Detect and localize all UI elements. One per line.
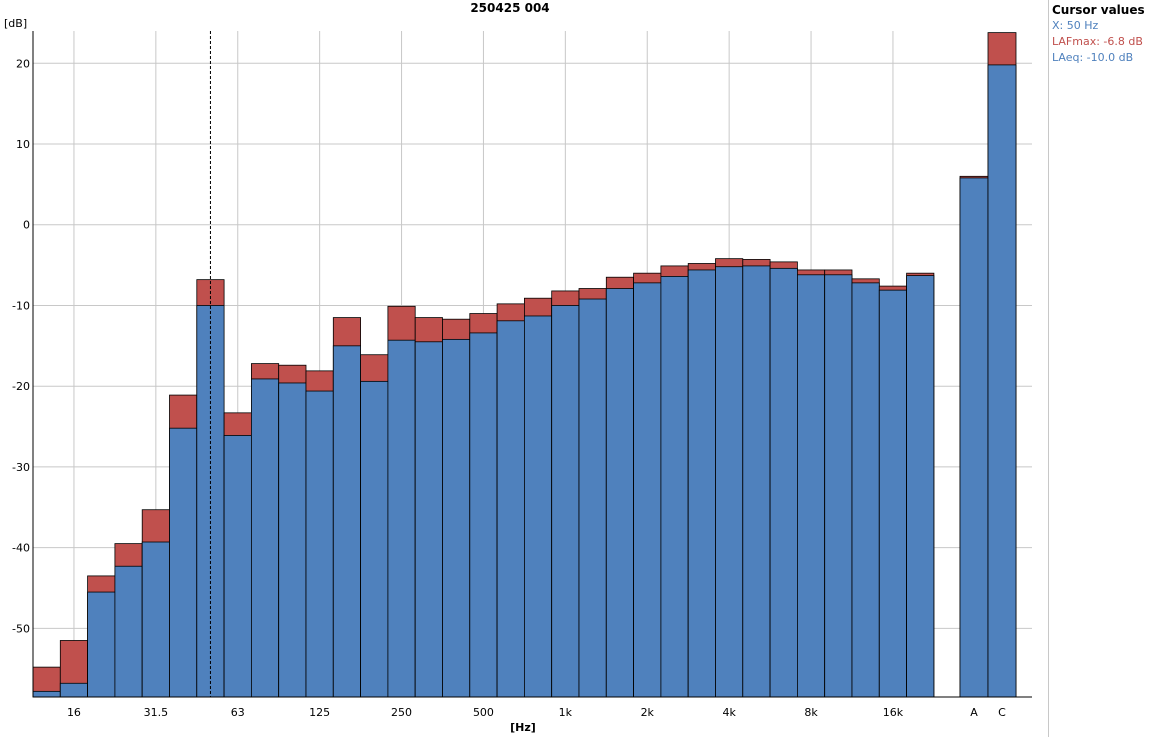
band-laeq-bar[interactable] [114, 565, 143, 698]
x-tick-label: 31.5 [144, 706, 169, 719]
band-laeq-bar[interactable] [278, 382, 307, 698]
band-laeq-bar[interactable] [906, 275, 935, 698]
cursor-laeq-value: LAeq: -10.0 dB [1052, 51, 1134, 64]
spectrum-chart-svg[interactable]: 20 10 0 -10 -20 -30 -40 -50 16 31.5 63 125 250 500 1k 2… [0, 0, 1048, 737]
band-laeq-bar[interactable] [633, 282, 662, 698]
band-laeq-bar[interactable] [660, 276, 689, 698]
x-tick-label: 16k [883, 706, 904, 719]
x-tick-label: 16 [67, 706, 81, 719]
x-tick-label: 500 [473, 706, 494, 719]
band-laeq-bar[interactable] [742, 265, 771, 698]
x-tick-label: 4k [722, 706, 736, 719]
band-laeq-bar[interactable] [878, 289, 907, 698]
band-laeq-bar[interactable] [469, 332, 498, 698]
band-laeq-bar[interactable] [360, 380, 389, 698]
band-laeq-bar[interactable] [496, 320, 525, 698]
band-laeq-bar[interactable] [250, 378, 280, 698]
summary-tick-label: A [970, 706, 978, 719]
band-laeq-bar[interactable] [687, 269, 716, 698]
x-tick-label: 8k [804, 706, 818, 719]
x-tick-label: 2k [641, 706, 655, 719]
band-laeq-bar[interactable] [605, 288, 634, 698]
y-tick-label: -20 [12, 380, 30, 393]
cursor-values-title: Cursor values [1052, 3, 1145, 17]
band-laeq-bar[interactable] [824, 274, 853, 698]
spectrum-chart[interactable]: 20 10 0 -10 -20 -30 -40 -50 16 31.5 63 125 250 500 1k 2… [0, 0, 1048, 737]
band-laeq-bar[interactable] [715, 266, 744, 698]
band-laeq-bar[interactable] [769, 267, 798, 698]
y-axis-label: [dB] [4, 17, 27, 30]
y-tick-label: -30 [12, 461, 30, 474]
summary-laeq-bar[interactable] [959, 177, 989, 698]
y-tick-label: 20 [16, 57, 30, 70]
band-laeq-bar[interactable] [851, 282, 880, 698]
x-axis-label: [Hz] [510, 721, 536, 734]
y-tick-label: 10 [16, 138, 30, 151]
x-tick-label: 250 [391, 706, 412, 719]
band-laeq-bar[interactable] [578, 298, 607, 698]
band-laeq-bar[interactable] [87, 591, 116, 698]
band-laeq-bar[interactable] [551, 305, 580, 698]
bars[interactable] [32, 32, 1017, 698]
y-tick-label: -10 [12, 299, 30, 312]
y-tick-label: -50 [12, 622, 30, 635]
band-laeq-bar[interactable] [32, 690, 61, 698]
band-laeq-bar[interactable] [223, 435, 252, 698]
y-tick-label: 0 [23, 219, 30, 232]
band-laeq-bar[interactable] [387, 339, 416, 698]
x-tick-label: 1k [559, 706, 573, 719]
y-tick-label: -40 [12, 542, 30, 555]
chart-title: 250425 004 [470, 1, 549, 15]
band-laeq-bar[interactable] [169, 427, 198, 698]
x-tick-label: 63 [231, 706, 245, 719]
cursor-lafmax-value: LAFmax: -6.8 dB [1052, 35, 1143, 48]
summary-tick-label: C [998, 706, 1006, 719]
axes: 20 10 0 -10 -20 -30 -40 -50 16 31.5 63 125 250 500 1k 2… [12, 31, 1032, 719]
band-laeq-bar[interactable] [797, 274, 826, 698]
band-laeq-bar[interactable] [141, 541, 170, 698]
band-laeq-bar[interactable] [414, 341, 443, 698]
cursor-x-value: X: 50 Hz [1052, 19, 1099, 32]
cursor-values-panel: Cursor values X: 50 Hz LAFmax: -6.8 dB L… [1048, 0, 1162, 737]
band-laeq-bar[interactable] [59, 682, 88, 698]
summary-laeq-bar[interactable] [987, 64, 1017, 698]
band-laeq-bar[interactable] [332, 345, 361, 698]
band-laeq-bar[interactable] [305, 390, 334, 698]
band-laeq-bar[interactable] [524, 315, 553, 698]
band-laeq-bar[interactable] [442, 338, 471, 698]
x-tick-label: 125 [309, 706, 330, 719]
